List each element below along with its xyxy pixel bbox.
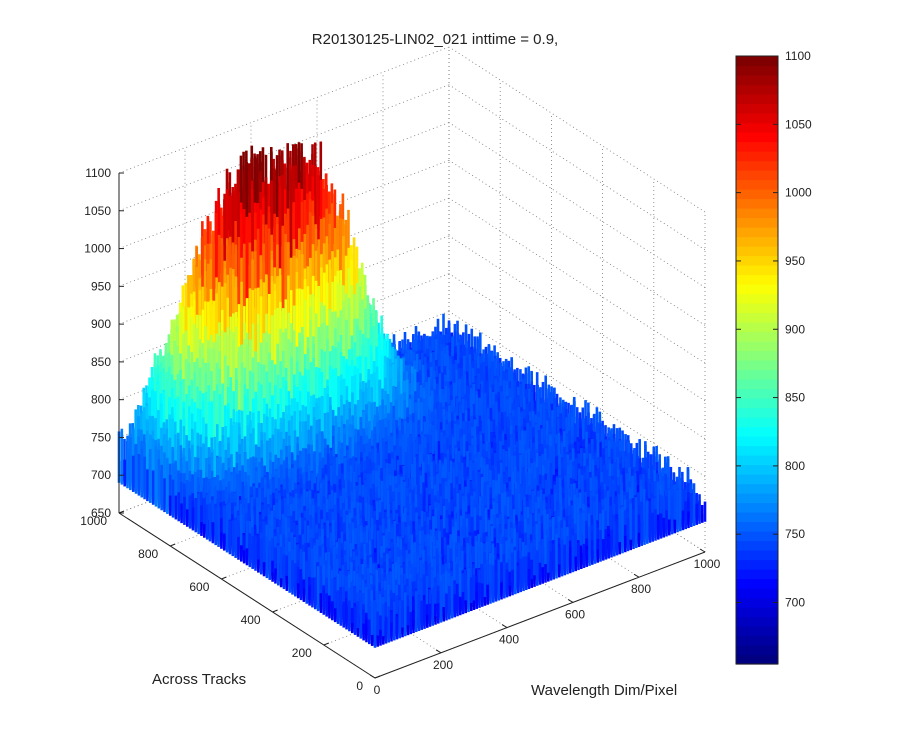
grid-line bbox=[449, 198, 705, 363]
surface-layer bbox=[119, 141, 705, 647]
grid-line bbox=[449, 123, 705, 288]
grid-line bbox=[449, 160, 705, 325]
grid-line bbox=[449, 85, 705, 250]
grid-line bbox=[119, 47, 449, 173]
grid-line bbox=[449, 47, 705, 212]
